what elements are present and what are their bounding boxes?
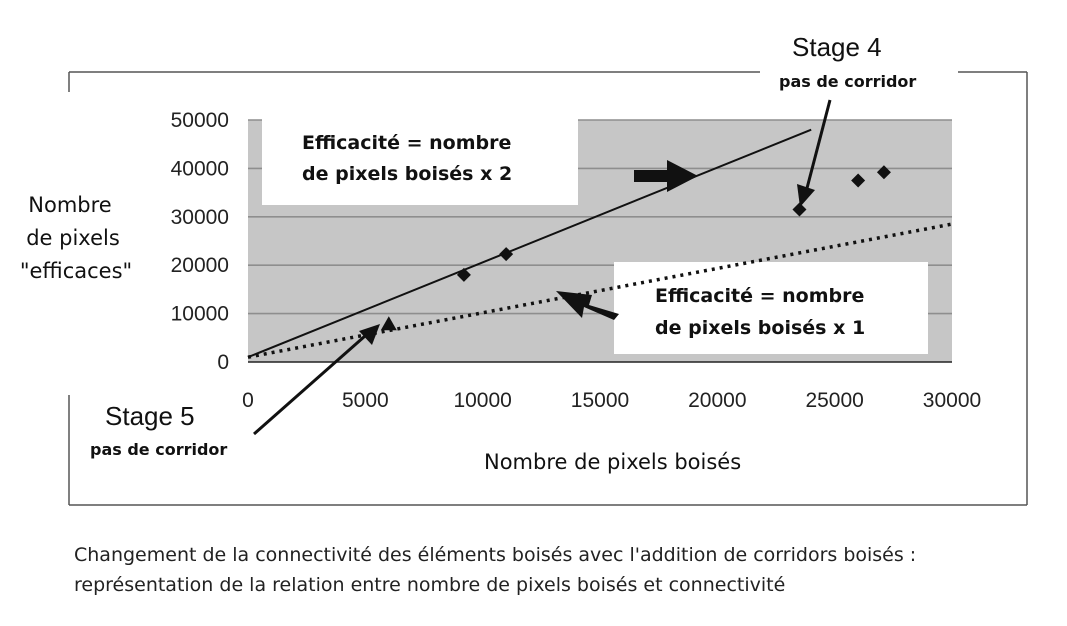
x-tick-label: 10000 <box>453 389 511 412</box>
caption-line-2: représentation de la relation entre nomb… <box>74 574 786 596</box>
y-tick-label: 40000 <box>171 157 229 180</box>
annotation-factor2-line1: Efficacité = nombre <box>302 132 511 154</box>
x-axis-label: Nombre de pixels boisés <box>484 450 741 474</box>
data-point-3 <box>792 202 807 217</box>
x-tick-label: 15000 <box>571 389 629 412</box>
data-point-2 <box>499 247 514 262</box>
y-tick-label: 0 <box>217 351 229 374</box>
y-tick-label: 10000 <box>171 303 229 326</box>
arrow-to-factor1-line <box>556 291 619 320</box>
y-tick-label: 50000 <box>171 109 229 132</box>
data-points <box>380 165 891 331</box>
x-tick-label: 20000 <box>688 389 746 412</box>
annotation-factor1-line1: Efficacité = nombre <box>655 285 864 307</box>
x-tick-labels: 0 5000 10000 15000 20000 25000 30000 <box>242 389 981 412</box>
caption-line-1: Changement de la connectivité des élémen… <box>74 544 917 566</box>
y-axis-label-line3: "efficaces" <box>20 259 132 283</box>
stage5-title: Stage 5 <box>105 401 195 431</box>
data-point-0 <box>380 316 397 331</box>
y-axis-label-line2: de pixels <box>26 226 120 250</box>
annotation-factor1-line2: de pixels boisés x 1 <box>655 317 865 339</box>
stage5-subtitle: pas de corridor <box>90 440 227 459</box>
x-tick-label: 30000 <box>923 389 981 412</box>
stage5-arrow <box>253 324 380 436</box>
arrow-to-factor2-line <box>634 160 698 192</box>
annotation-factor2-line2: de pixels boisés x 2 <box>302 163 512 185</box>
x-tick-label: 25000 <box>805 389 863 412</box>
y-tick-labels: 0 10000 20000 30000 40000 50000 <box>171 109 229 374</box>
y-tick-label: 20000 <box>171 254 229 277</box>
stage4-arrow <box>797 99 832 207</box>
stage4-subtitle: pas de corridor <box>779 72 916 91</box>
figure-caption: Changement de la connectivité des élémen… <box>74 540 1054 600</box>
data-point-5 <box>876 165 891 180</box>
data-point-4 <box>851 173 866 188</box>
trend-line-factor2 <box>247 128 812 359</box>
stage4-title: Stage 4 <box>792 32 882 62</box>
y-tick-label: 30000 <box>171 206 229 229</box>
x-tick-label: 0 <box>242 389 254 412</box>
x-tick-label: 5000 <box>342 389 389 412</box>
data-point-1 <box>456 267 471 282</box>
y-axis-label-line1: Nombre <box>28 193 111 217</box>
annotation-box-factor2 <box>262 118 578 205</box>
annotation-box-factor1 <box>614 262 928 354</box>
outer-frame <box>68 71 1028 506</box>
